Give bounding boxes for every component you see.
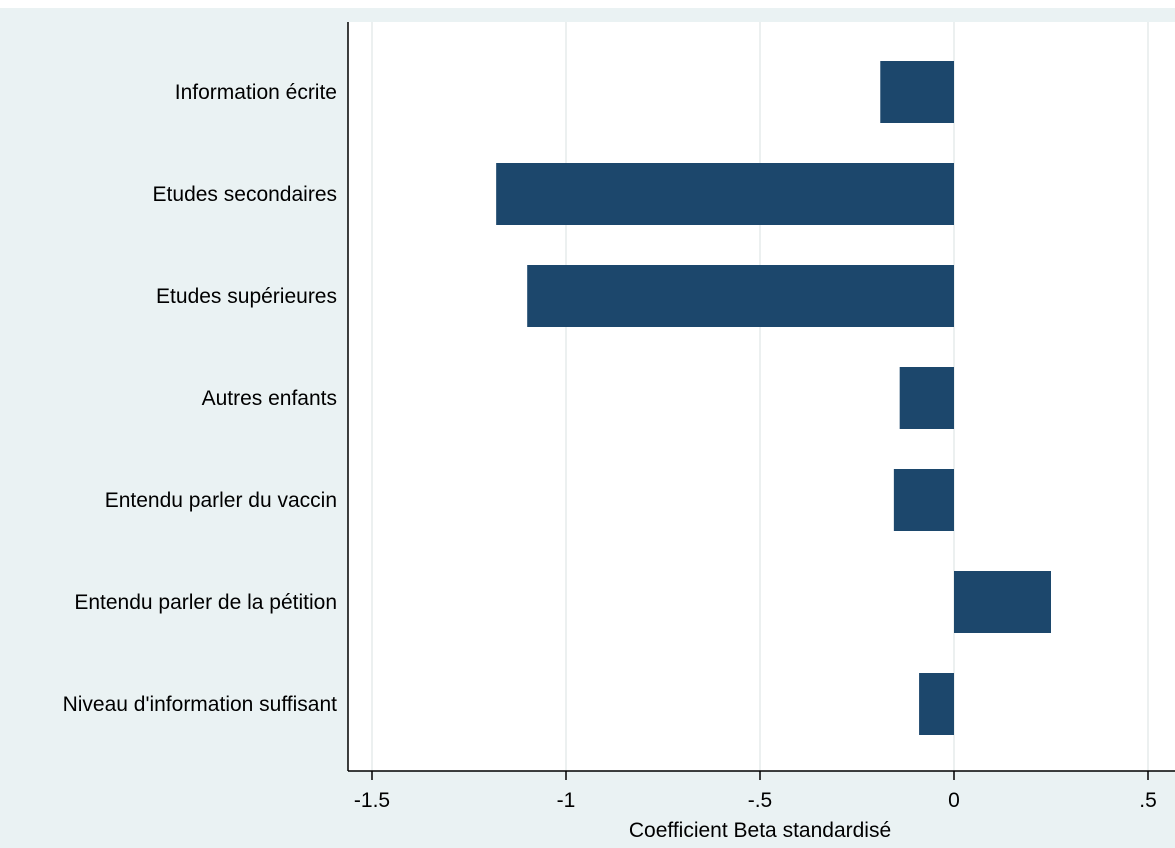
- bar: [919, 673, 954, 735]
- tick-label: -1.5: [354, 789, 390, 812]
- bar: [496, 163, 954, 225]
- bar: [880, 61, 954, 123]
- bar: [954, 571, 1051, 633]
- category-label: Entendu parler de la pétition: [74, 591, 337, 614]
- category-label: Entendu parler du vaccin: [105, 489, 337, 512]
- bar: [527, 265, 954, 327]
- category-label: Etudes secondaires: [153, 183, 337, 206]
- x-axis-ticks: -1.5 -1 -.5 0 .5: [354, 771, 1157, 812]
- bars: [496, 61, 1051, 735]
- category-label: Etudes supérieures: [156, 285, 337, 308]
- tick-label: -.5: [748, 789, 773, 812]
- bar: [899, 367, 954, 429]
- tick-label: -1: [557, 789, 576, 812]
- category-label: Information écrite: [175, 81, 337, 104]
- tick-label: .5: [1139, 789, 1157, 812]
- category-labels: Information écrite Etudes secondaires Etud…: [63, 81, 338, 716]
- plot-area: [348, 22, 1175, 771]
- x-axis-title: Coefficient Beta standardisé: [629, 819, 891, 842]
- category-label: Autres enfants: [202, 387, 337, 410]
- bar: [893, 469, 954, 531]
- category-label: Niveau d'information suffisant: [63, 693, 338, 716]
- tick-label: 0: [948, 789, 960, 812]
